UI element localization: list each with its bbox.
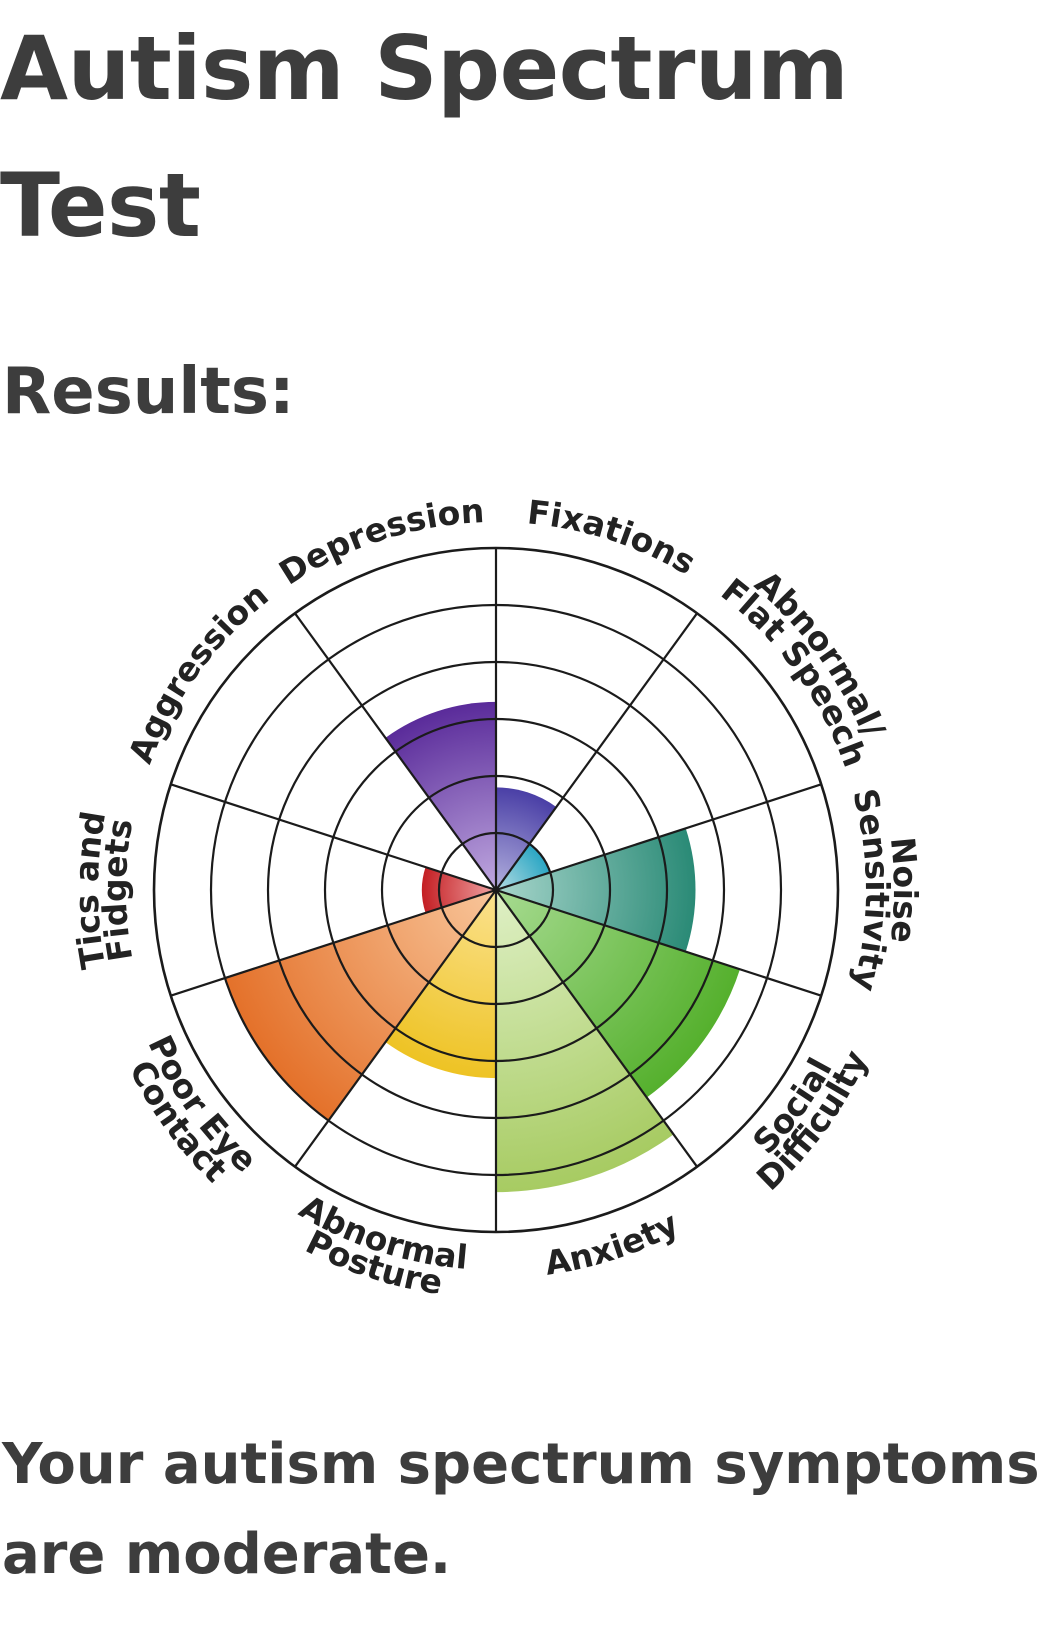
slice-depression	[385, 701, 496, 890]
slice-abnormal-posture	[385, 890, 496, 1079]
results-heading: Results:	[2, 355, 295, 429]
label-line: Depression	[272, 491, 485, 592]
label-line: Fidgets	[95, 816, 140, 964]
result-summary-line-2: are moderate.	[2, 1522, 452, 1587]
grid-spoke	[495, 612, 698, 891]
label-depression: Depression	[272, 491, 485, 592]
page-title-line-1: Autism Spectrum	[0, 17, 849, 120]
chart-grid	[152, 546, 840, 1234]
slice-anxiety	[496, 890, 674, 1193]
label-line: Tics and	[67, 808, 113, 971]
grid-spoke	[495, 783, 822, 892]
grid-spoke	[294, 612, 497, 891]
slice-noise-sensitivity	[496, 828, 696, 952]
grid-spoke	[495, 889, 698, 1168]
label-anxiety: Anxiety	[542, 1204, 684, 1283]
label-line: Anxiety	[542, 1204, 684, 1283]
label-line: Noise	[883, 835, 925, 945]
page-title: Autism Spectrum Test	[0, 0, 1057, 274]
slice-social-difficulty	[496, 890, 740, 1098]
chart-slices	[224, 701, 740, 1193]
slice-poor-eye-contact	[224, 890, 496, 1121]
slice-abnormal-flat-speech	[496, 843, 551, 890]
slice-fixations	[496, 787, 557, 890]
grid-spoke	[170, 783, 497, 892]
grid-spoke	[170, 888, 497, 997]
grid-spoke	[294, 889, 497, 1168]
label-line: Sensitivity	[845, 785, 897, 995]
page-title-line-2: Test	[0, 154, 201, 257]
label-line: Aggression	[121, 575, 276, 768]
result-summary-line-1: Your autism spectrum symptoms	[2, 1432, 1040, 1497]
result-summary: Your autism spectrum symptoms are modera…	[2, 1420, 1057, 1600]
label-aggression: Aggression	[121, 575, 276, 768]
grid-spoke	[495, 888, 822, 997]
